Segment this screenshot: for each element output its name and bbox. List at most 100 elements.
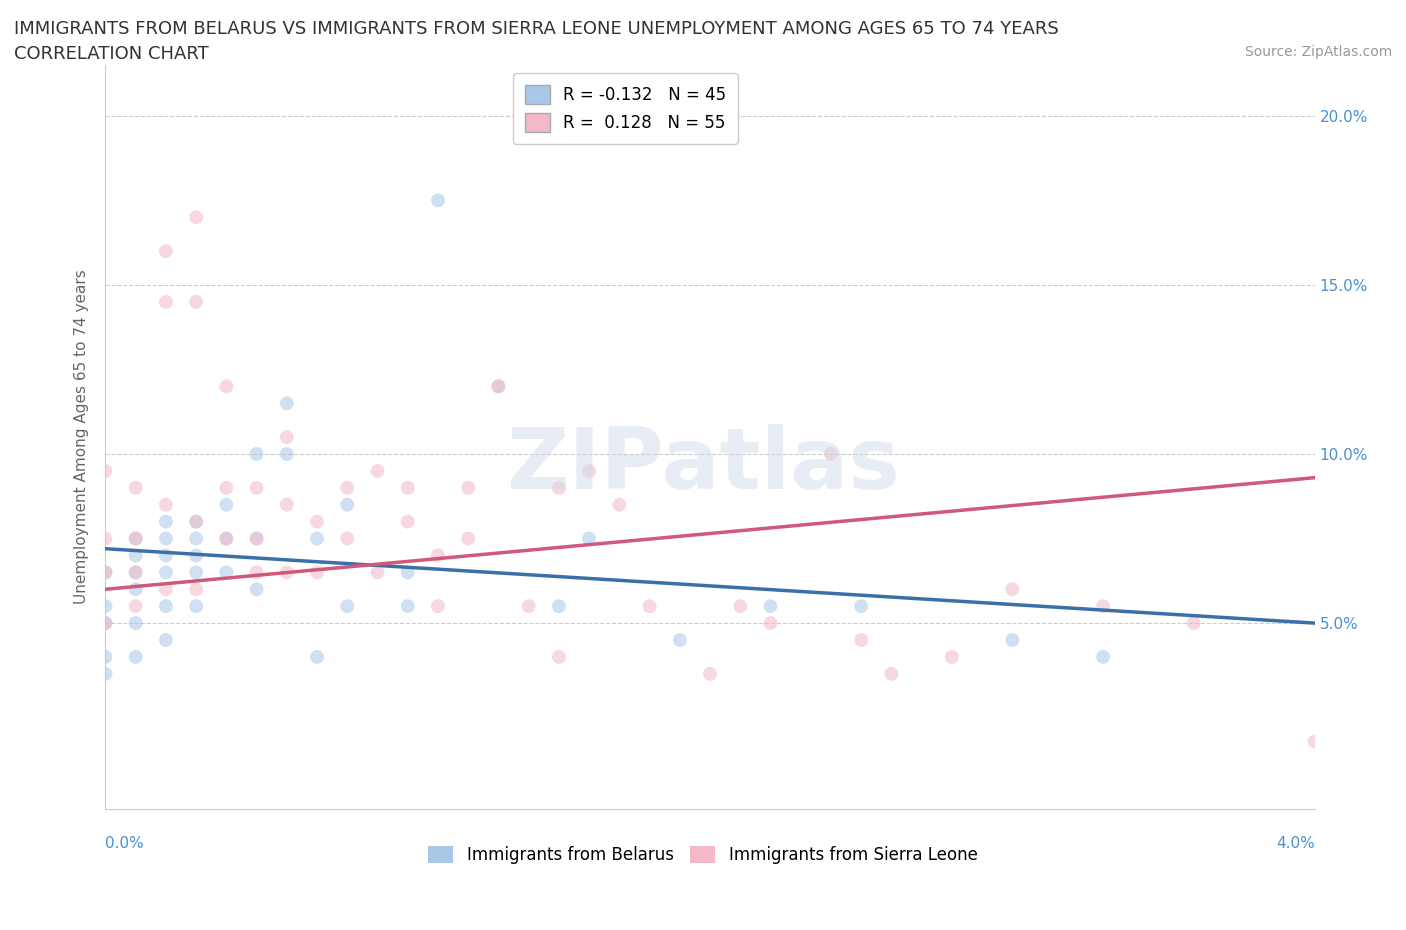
Point bbox=[548, 481, 571, 496]
Point bbox=[215, 379, 238, 393]
Point bbox=[457, 481, 479, 496]
Point bbox=[548, 599, 571, 614]
Point bbox=[396, 481, 419, 496]
Point bbox=[155, 548, 177, 563]
Point bbox=[124, 616, 148, 631]
Point bbox=[427, 548, 450, 563]
Point bbox=[155, 514, 177, 529]
Point bbox=[215, 565, 238, 579]
Point bbox=[578, 531, 600, 546]
Point bbox=[548, 649, 571, 664]
Point bbox=[1001, 582, 1024, 597]
Point bbox=[124, 565, 148, 579]
Point bbox=[186, 514, 208, 529]
Text: Source: ZipAtlas.com: Source: ZipAtlas.com bbox=[1244, 45, 1392, 59]
Point bbox=[699, 667, 721, 682]
Text: 0.0%: 0.0% bbox=[105, 836, 145, 851]
Point bbox=[215, 498, 238, 512]
Point bbox=[1303, 734, 1326, 749]
Point bbox=[276, 446, 298, 461]
Legend: R = -0.132   N = 45, R =  0.128   N = 55: R = -0.132 N = 45, R = 0.128 N = 55 bbox=[513, 73, 738, 143]
Point bbox=[155, 632, 177, 647]
Point bbox=[336, 498, 359, 512]
Point bbox=[155, 498, 177, 512]
Point bbox=[427, 193, 450, 207]
Point bbox=[517, 599, 540, 614]
Point bbox=[609, 498, 631, 512]
Point bbox=[759, 599, 782, 614]
Point bbox=[186, 531, 208, 546]
Point bbox=[307, 531, 329, 546]
Point bbox=[396, 565, 419, 579]
Point bbox=[669, 632, 692, 647]
Point bbox=[851, 632, 873, 647]
Point bbox=[366, 565, 388, 579]
Point bbox=[94, 565, 117, 579]
Point bbox=[307, 649, 329, 664]
Point bbox=[155, 565, 177, 579]
Point bbox=[94, 616, 117, 631]
Point bbox=[186, 295, 208, 310]
Point bbox=[246, 531, 269, 546]
Point bbox=[215, 531, 238, 546]
Point bbox=[186, 599, 208, 614]
Point bbox=[578, 463, 600, 478]
Point bbox=[186, 210, 208, 225]
Text: ZIPatlas: ZIPatlas bbox=[506, 423, 900, 507]
Point bbox=[155, 531, 177, 546]
Point bbox=[820, 446, 842, 461]
Point bbox=[396, 514, 419, 529]
Point bbox=[155, 599, 177, 614]
Point bbox=[186, 582, 208, 597]
Point bbox=[457, 531, 479, 546]
Point bbox=[851, 599, 873, 614]
Point bbox=[124, 565, 148, 579]
Point bbox=[186, 548, 208, 563]
Point bbox=[336, 599, 359, 614]
Point bbox=[336, 531, 359, 546]
Point bbox=[124, 599, 148, 614]
Point bbox=[186, 514, 208, 529]
Point bbox=[941, 649, 963, 664]
Point bbox=[215, 481, 238, 496]
Point bbox=[124, 649, 148, 664]
Point bbox=[276, 430, 298, 445]
Point bbox=[186, 565, 208, 579]
Point bbox=[124, 481, 148, 496]
Point bbox=[880, 667, 903, 682]
Point bbox=[94, 531, 117, 546]
Point bbox=[215, 531, 238, 546]
Point bbox=[124, 582, 148, 597]
Point bbox=[488, 379, 510, 393]
Point bbox=[246, 531, 269, 546]
Point bbox=[94, 616, 117, 631]
Point bbox=[246, 582, 269, 597]
Point bbox=[124, 531, 148, 546]
Point bbox=[94, 667, 117, 682]
Point bbox=[155, 244, 177, 259]
Text: 4.0%: 4.0% bbox=[1275, 836, 1315, 851]
Point bbox=[307, 514, 329, 529]
Point bbox=[638, 599, 661, 614]
Point bbox=[730, 599, 752, 614]
Point bbox=[276, 565, 298, 579]
Point bbox=[94, 649, 117, 664]
Point bbox=[94, 599, 117, 614]
Y-axis label: Unemployment Among Ages 65 to 74 years: Unemployment Among Ages 65 to 74 years bbox=[75, 270, 90, 604]
Point bbox=[276, 498, 298, 512]
Point bbox=[307, 565, 329, 579]
Point bbox=[1092, 599, 1115, 614]
Text: CORRELATION CHART: CORRELATION CHART bbox=[14, 45, 209, 62]
Point bbox=[276, 396, 298, 411]
Point bbox=[366, 463, 388, 478]
Point bbox=[155, 582, 177, 597]
Point bbox=[336, 481, 359, 496]
Point bbox=[246, 565, 269, 579]
Legend: Immigrants from Belarus, Immigrants from Sierra Leone: Immigrants from Belarus, Immigrants from… bbox=[422, 839, 984, 870]
Point bbox=[246, 446, 269, 461]
Point bbox=[94, 463, 117, 478]
Point bbox=[1092, 649, 1115, 664]
Point bbox=[396, 599, 419, 614]
Point bbox=[124, 531, 148, 546]
Point bbox=[94, 565, 117, 579]
